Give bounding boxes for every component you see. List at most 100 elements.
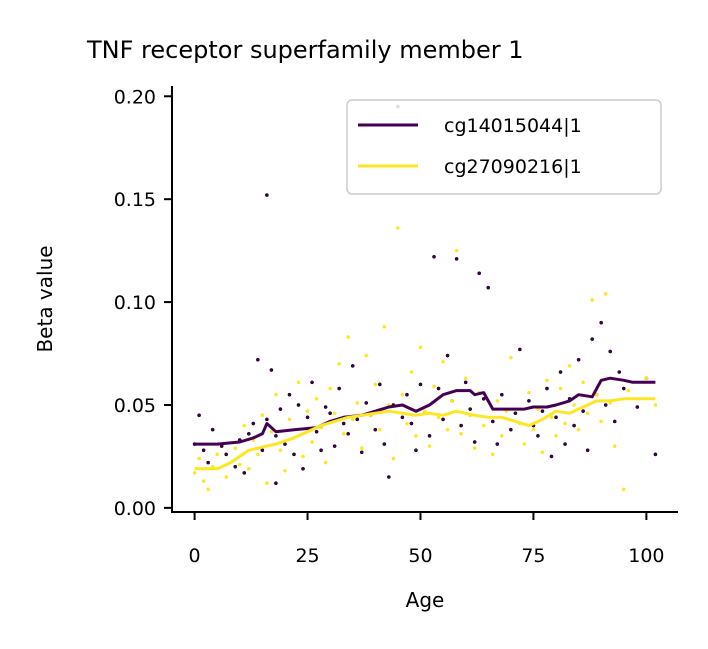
data-point-series-1 xyxy=(242,471,247,475)
data-point-series-1 xyxy=(432,254,436,259)
data-point-series-2 xyxy=(341,431,346,436)
data-point-series-1 xyxy=(581,409,585,414)
data-point-series-1 xyxy=(563,442,567,446)
data-point-series-2 xyxy=(224,475,229,479)
data-point-series-1 xyxy=(355,417,360,422)
x-axis-label: Age xyxy=(406,588,445,612)
data-point-series-1 xyxy=(617,370,622,374)
data-point-series-2 xyxy=(328,386,332,391)
data-point-series-2 xyxy=(472,446,477,451)
data-point-series-1 xyxy=(414,448,418,453)
data-point-series-2 xyxy=(233,446,238,451)
data-point-series-1 xyxy=(210,427,215,432)
data-point-series-1 xyxy=(463,380,468,385)
legend-label-series-2: cg27090216|1 xyxy=(444,156,582,178)
trend-line-series-1 xyxy=(194,376,656,446)
y-tick-label: 0.15 xyxy=(114,189,156,211)
data-point-series-1 xyxy=(387,475,391,479)
data-point-series-1 xyxy=(314,429,319,434)
data-point-series-1 xyxy=(332,444,337,448)
data-point-series-2 xyxy=(626,388,631,393)
data-point-series-2 xyxy=(450,399,454,403)
data-point-series-2 xyxy=(206,487,210,492)
data-point-series-1 xyxy=(201,448,206,453)
data-point-series-1 xyxy=(359,450,364,455)
data-point-series-1 xyxy=(364,401,369,405)
y-tick-label: 0.20 xyxy=(114,86,156,108)
data-point-series-1 xyxy=(323,405,328,409)
data-point-series-2 xyxy=(246,466,251,471)
data-point-series-2 xyxy=(644,376,649,381)
data-point-series-1 xyxy=(536,434,540,438)
x-tick-label: 50 xyxy=(408,545,432,567)
data-point-series-2 xyxy=(192,471,197,475)
data-point-series-2 xyxy=(391,456,396,461)
data-point-series-1 xyxy=(549,454,554,459)
legend-label-series-1: cg14015044|1 xyxy=(444,115,582,137)
data-point-series-1 xyxy=(346,431,351,436)
data-point-series-1 xyxy=(508,427,513,432)
data-point-series-1 xyxy=(255,357,260,362)
data-point-series-2 xyxy=(296,380,301,385)
data-point-series-1 xyxy=(287,392,292,397)
data-point-series-1 xyxy=(445,353,450,358)
data-point-series-1 xyxy=(246,431,251,436)
data-point-series-2 xyxy=(576,427,581,432)
data-point-series-2 xyxy=(382,324,387,329)
trend-line-series-2 xyxy=(194,397,656,471)
data-point-series-2 xyxy=(527,390,531,395)
data-point-series-2 xyxy=(237,462,242,467)
y-ticks: 0.00 0.05 0.10 0.15 0.20 xyxy=(114,86,172,520)
data-point-series-1 xyxy=(635,405,640,409)
x-tick-label: 0 xyxy=(189,545,201,567)
data-point-series-1 xyxy=(377,382,382,387)
chart-title: TNF receptor superfamily member 1 xyxy=(86,36,524,64)
data-point-series-2 xyxy=(201,479,206,483)
data-point-series-2 xyxy=(414,434,418,438)
x-tick-label: 75 xyxy=(521,545,545,567)
data-point-series-2 xyxy=(572,403,576,407)
data-point-series-2 xyxy=(599,419,604,424)
data-point-series-1 xyxy=(305,415,310,420)
data-point-series-2 xyxy=(427,444,432,448)
data-point-series-2 xyxy=(274,392,278,397)
data-point-series-2 xyxy=(499,434,504,438)
data-point-series-2 xyxy=(215,452,220,457)
data-point-series-2 xyxy=(558,386,563,391)
data-point-series-1 xyxy=(653,452,658,457)
data-point-series-1 xyxy=(265,193,269,197)
data-point-series-1 xyxy=(481,396,486,401)
data-point-series-1 xyxy=(436,386,441,391)
y-tick-label: 0.05 xyxy=(114,395,156,417)
data-point-series-2 xyxy=(508,355,513,360)
y-tick-label: 0.10 xyxy=(114,292,156,314)
y-axis-label: Beta value xyxy=(33,245,57,352)
data-point-series-1 xyxy=(418,382,423,387)
data-point-series-2 xyxy=(594,392,599,397)
data-point-series-1 xyxy=(585,448,590,453)
data-point-series-2 xyxy=(495,399,500,403)
trend-layer xyxy=(194,376,656,471)
data-point-series-2 xyxy=(522,442,527,446)
data-point-series-2 xyxy=(314,396,319,401)
data-point-series-2 xyxy=(459,431,463,436)
data-point-series-1 xyxy=(269,368,274,372)
data-point-series-2 xyxy=(323,460,328,465)
data-point-series-2 xyxy=(310,440,314,444)
data-point-series-1 xyxy=(260,448,265,453)
data-point-series-1 xyxy=(251,421,256,426)
x-ticks: 0 25 50 75 100 xyxy=(189,512,665,567)
data-point-series-2 xyxy=(346,335,351,339)
data-point-series-2 xyxy=(377,427,382,432)
data-point-series-1 xyxy=(224,452,229,457)
data-point-series-1 xyxy=(621,386,626,391)
data-point-series-1 xyxy=(319,448,323,453)
legend: cg14015044|1 cg27090216|1 xyxy=(346,99,662,195)
data-point-series-2 xyxy=(269,429,274,434)
data-point-series-1 xyxy=(540,409,545,414)
data-point-series-2 xyxy=(364,353,369,358)
data-point-series-1 xyxy=(301,466,305,471)
x-tick-label: 100 xyxy=(628,545,664,567)
x-tick-label: 25 xyxy=(295,545,319,567)
